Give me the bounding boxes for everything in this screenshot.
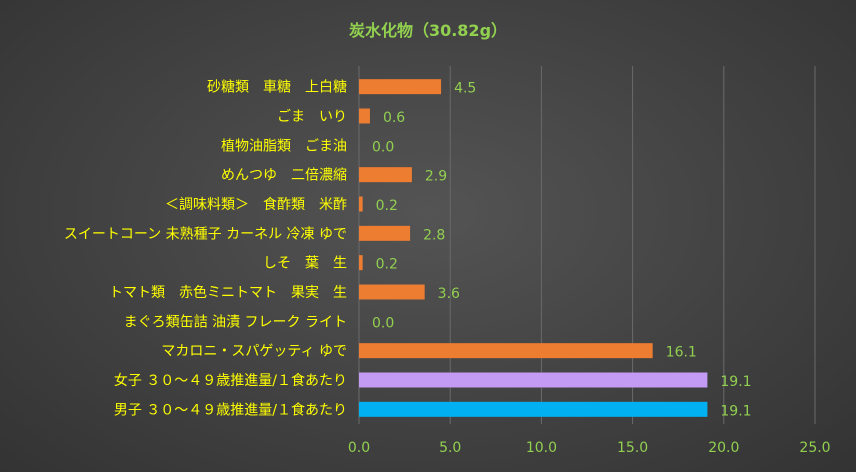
bar [359, 372, 708, 388]
category-label: ＜調味料類＞ 食酢類 米酢 [165, 196, 347, 213]
category-label: めんつゆ 二倍濃縮 [221, 168, 347, 184]
x-tick-label: 20.0 [708, 440, 739, 456]
category-label: 砂糖類 車糖 上白糖 [207, 79, 347, 96]
data-label: 0.2 [376, 257, 398, 273]
bar [359, 167, 412, 183]
x-axis-ticks: 0.0 5.0 10.0 15.0 20.0 25.0 [348, 440, 831, 456]
bar [359, 343, 653, 359]
x-tick-label: 5.0 [439, 440, 461, 456]
bars [359, 79, 708, 417]
data-label: 0.0 [372, 315, 394, 331]
data-label: 2.9 [425, 169, 447, 185]
x-tick-label: 15.0 [617, 440, 648, 456]
category-label: ごま いり [277, 109, 347, 125]
data-label: 16.1 [666, 345, 697, 361]
category-label: マカロニ・スパゲッティ ゆで [161, 344, 347, 360]
x-tick-label: 0.0 [348, 440, 370, 456]
bar [359, 255, 363, 271]
bar [359, 196, 363, 212]
bar [359, 79, 442, 95]
category-label: まぐろ類缶詰 油漬 フレーク ライト [124, 314, 347, 330]
data-labels: 4.5 0.6 0.0 2.9 0.2 2.8 0.2 3.6 0.0 16.1 19.1 19.1 [372, 81, 752, 420]
data-label: 0.6 [383, 110, 405, 126]
category-label: 男子 ３０～４９歳推進量/１食あたり [114, 401, 347, 418]
x-tick-label: 25.0 [799, 440, 830, 456]
chart-title: 炭水化物（30.82g） [349, 21, 507, 40]
gridlines [358, 66, 816, 424]
category-label: トマト類 赤色ミニトマト 果実 生 [109, 284, 347, 301]
bar [359, 284, 425, 300]
data-label: 19.1 [720, 374, 751, 390]
category-label: しそ 葉 生 [263, 256, 347, 272]
category-label: スイートコーン 未熟種子 カーネル 冷凍 ゆで [64, 226, 347, 242]
bar [359, 401, 708, 417]
category-label: 女子 ３０～４９歳推進量/１食あたり [114, 372, 347, 389]
category-label: 植物油脂類 ごま油 [221, 138, 347, 154]
bar [359, 108, 370, 124]
x-tick-label: 10.0 [526, 440, 557, 456]
data-label: 19.1 [720, 403, 751, 419]
data-label: 3.6 [438, 286, 460, 302]
data-label: 0.2 [376, 198, 398, 214]
data-label: 0.0 [372, 139, 394, 155]
data-label: 2.8 [423, 227, 445, 243]
data-label: 4.5 [454, 81, 476, 97]
bar [359, 225, 411, 241]
